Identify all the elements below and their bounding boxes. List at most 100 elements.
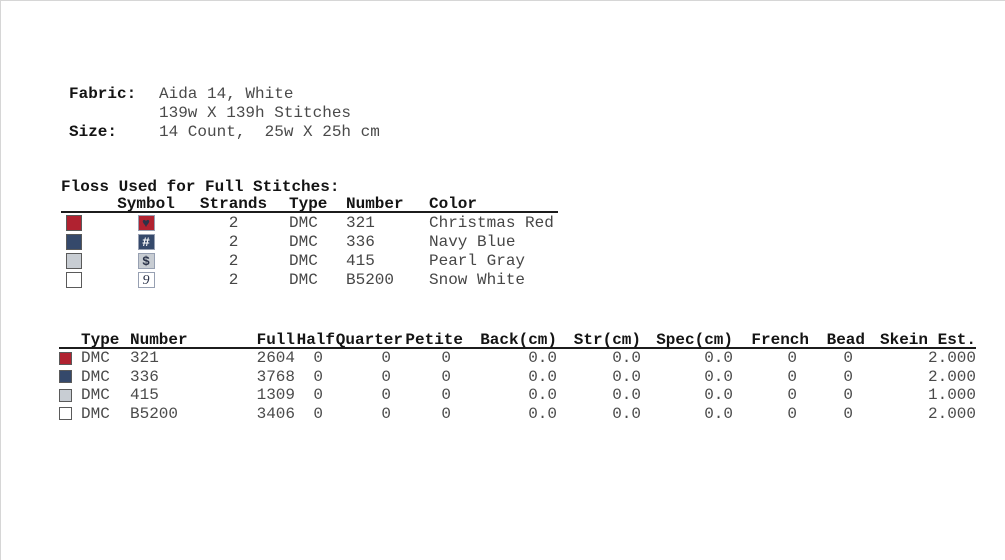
back-cell: 0.0: [528, 386, 557, 405]
quarter-cell: 0: [381, 386, 391, 405]
bead-cell: 0: [843, 404, 853, 423]
usage-row: DMC 415 1309 0 0 0 0.0 0.0 0.0 0 0 1.000: [59, 386, 976, 405]
stitch-symbol: #: [137, 233, 155, 250]
str-cell: 0.0: [612, 386, 641, 405]
full-cell: 2604: [256, 349, 295, 368]
spec-column-header: Spec(cm): [656, 330, 733, 349]
fabric-label: Fabric:: [69, 84, 137, 103]
stitch-count-row: 139w X 139h Stitches: [69, 103, 380, 122]
color-swatch: [66, 271, 82, 288]
stitch-symbol: $: [137, 252, 155, 269]
skein-cell: 2.000: [927, 404, 976, 423]
color-swatch: [66, 252, 82, 269]
type-cell: DMC: [81, 386, 110, 405]
quarter-cell: 0: [381, 404, 391, 423]
full-cell: 1309: [256, 386, 295, 405]
strands-value: 2: [228, 232, 239, 251]
french-cell: 0: [787, 404, 797, 423]
size-value: 14 Count, 25w X 25h cm: [159, 122, 380, 141]
petite-column-header: Petite: [405, 330, 463, 349]
number-cell: B5200: [130, 404, 179, 423]
strands-column-header: Strands: [199, 194, 268, 213]
quarter-cell: 0: [381, 367, 391, 386]
type-column-header: Type: [81, 330, 120, 349]
number-value: B5200: [346, 270, 395, 289]
number-value: 336: [346, 232, 375, 251]
str-cell: 0.0: [612, 367, 641, 386]
floss-table: Symbol Strands Type Number Color ♥ 2 DMC…: [61, 194, 558, 289]
stitch-usage-table: Type Number Full Half Quarter Petite Bac…: [59, 330, 976, 424]
floss-row: $ 2 DMC 415 Pearl Gray: [61, 251, 558, 270]
fabric-row: Fabric: Aida 14, White: [69, 84, 380, 103]
color-swatch: [66, 214, 82, 231]
petite-cell: 0: [441, 367, 451, 386]
french-cell: 0: [787, 386, 797, 405]
spec-cell: 0.0: [704, 404, 733, 423]
bead-cell: 0: [843, 386, 853, 405]
stitch-symbol: 9: [137, 271, 155, 288]
bead-column-header: Bead: [826, 330, 865, 349]
color-swatch: [59, 407, 72, 421]
number-value: 415: [346, 251, 375, 270]
size-label: Size:: [69, 122, 118, 141]
str-cell: 0.0: [612, 404, 641, 423]
full-column-header: Full: [256, 330, 295, 349]
petite-cell: 0: [441, 404, 451, 423]
color-swatch: [66, 233, 82, 250]
quarter-cell: 0: [381, 349, 391, 368]
type-column-header: Type: [289, 194, 328, 213]
color-name-value: Snow White: [429, 270, 526, 289]
stitch-count-value: 139w X 139h Stitches: [159, 103, 352, 122]
number-cell: 321: [130, 349, 159, 368]
back-cell: 0.0: [528, 349, 557, 368]
type-cell: DMC: [81, 349, 110, 368]
spec-cell: 0.0: [704, 367, 733, 386]
usage-row: DMC B5200 3406 0 0 0 0.0 0.0 0.0 0 0 2.0…: [59, 405, 976, 424]
size-row: Size: 14 Count, 25w X 25h cm: [69, 122, 380, 141]
full-cell: 3406: [256, 404, 295, 423]
skein-cell: 1.000: [927, 386, 976, 405]
number-column-header: Number: [346, 194, 404, 213]
stitch-symbol: ♥: [137, 214, 155, 231]
bead-cell: 0: [843, 367, 853, 386]
petite-cell: 0: [441, 386, 451, 405]
fabric-info-block: Fabric: Aida 14, White 139w X 139h Stitc…: [69, 84, 380, 141]
half-cell: 0: [313, 349, 323, 368]
french-column-header: French: [751, 330, 809, 349]
half-cell: 0: [313, 386, 323, 405]
back-cell: 0.0: [528, 367, 557, 386]
number-value: 321: [346, 213, 375, 232]
floss-row: 9 2 DMC B5200 Snow White: [61, 270, 558, 289]
strands-value: 2: [228, 270, 239, 289]
usage-row: DMC 321 2604 0 0 0 0.0 0.0 0.0 0 0 2.000: [59, 349, 976, 368]
strands-value: 2: [228, 251, 239, 270]
number-cell: 415: [130, 386, 159, 405]
full-cell: 3768: [256, 367, 295, 386]
type-cell: DMC: [81, 367, 110, 386]
type-value: DMC: [289, 270, 318, 289]
color-swatch: [59, 351, 72, 365]
strands-value: 2: [228, 213, 239, 232]
type-value: DMC: [289, 213, 318, 232]
usage-row: DMC 336 3768 0 0 0 0.0 0.0 0.0 0 0 2.000: [59, 368, 976, 387]
french-cell: 0: [787, 349, 797, 368]
str-cell: 0.0: [612, 349, 641, 368]
type-value: DMC: [289, 232, 318, 251]
number-cell: 336: [130, 367, 159, 386]
back-column-header: Back(cm): [480, 330, 557, 349]
color-name-value: Christmas Red: [429, 213, 554, 232]
half-cell: 0: [313, 367, 323, 386]
floss-row: # 2 DMC 336 Navy Blue: [61, 232, 558, 251]
spec-cell: 0.0: [704, 349, 733, 368]
spec-cell: 0.0: [704, 386, 733, 405]
color-name-value: Navy Blue: [429, 232, 516, 251]
floss-row: ♥ 2 DMC 321 Christmas Red: [61, 213, 558, 232]
skein-column-header: Skein Est.: [879, 330, 976, 349]
type-value: DMC: [289, 251, 318, 270]
half-column-header: Half: [296, 330, 335, 349]
skein-cell: 2.000: [927, 367, 976, 386]
symbol-column-header: Symbol: [117, 194, 175, 213]
str-column-header: Str(cm): [573, 330, 641, 349]
skein-cell: 2.000: [927, 349, 976, 368]
